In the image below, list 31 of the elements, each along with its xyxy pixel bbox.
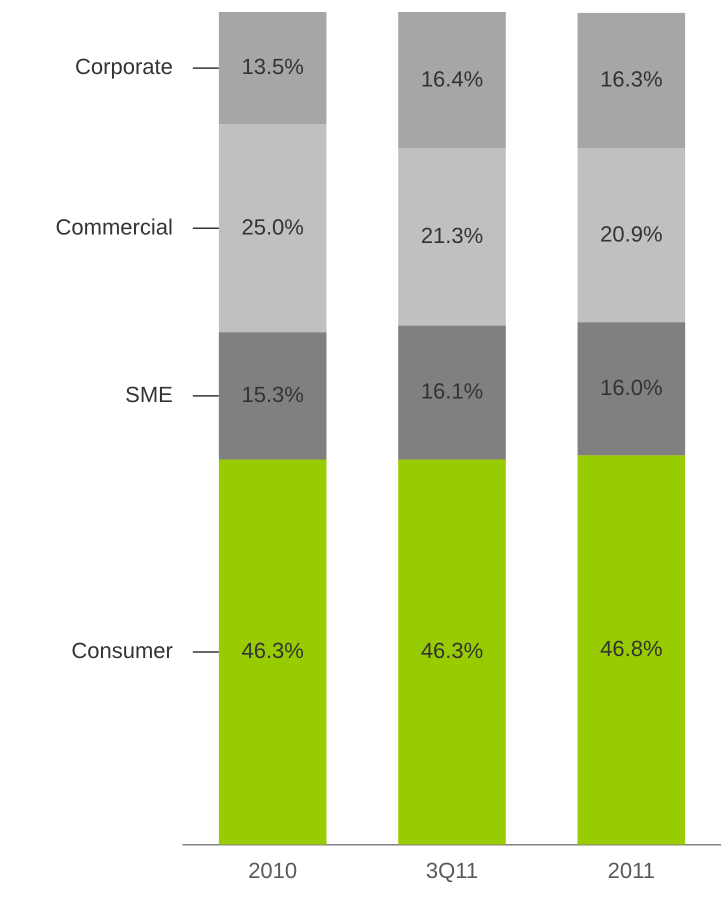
- text: Consumer: [71, 638, 173, 664]
- data-label: 13.5%: [241, 54, 304, 80]
- text: Corporate: [75, 54, 173, 80]
- text: Commercial: [56, 214, 173, 240]
- bar: [218, 332, 326, 460]
- data-label: 25.0%: [241, 214, 304, 240]
- data-label: 21.3%: [420, 223, 484, 248]
- bar: [218, 459, 326, 845]
- bar: [398, 459, 506, 845]
- data-label: 46.3%: [420, 638, 484, 664]
- bar: [398, 148, 506, 326]
- x-tick-label: 2011: [608, 858, 655, 883]
- bar: [398, 326, 506, 460]
- x-tick-label: 2010: [248, 858, 298, 883]
- bar: [218, 12, 326, 124]
- data-label: 16.1%: [420, 378, 484, 404]
- bar: [398, 12, 506, 148]
- bar: [578, 148, 686, 322]
- data-label: 16.4%: [420, 66, 484, 92]
- data-label: 16.0%: [600, 374, 663, 400]
- bar: [218, 124, 326, 332]
- data-label: 16.3%: [600, 66, 663, 92]
- data-label: 46.8%: [600, 636, 663, 662]
- data-label: 46.3%: [241, 638, 304, 664]
- x-tick-label: 3Q11: [426, 858, 478, 883]
- text: SME: [125, 382, 173, 407]
- bar: [578, 12, 686, 148]
- bar: [578, 322, 686, 456]
- data-label: 20.9%: [600, 221, 663, 246]
- bar: [578, 455, 686, 845]
- data-label: 15.3%: [241, 382, 304, 407]
